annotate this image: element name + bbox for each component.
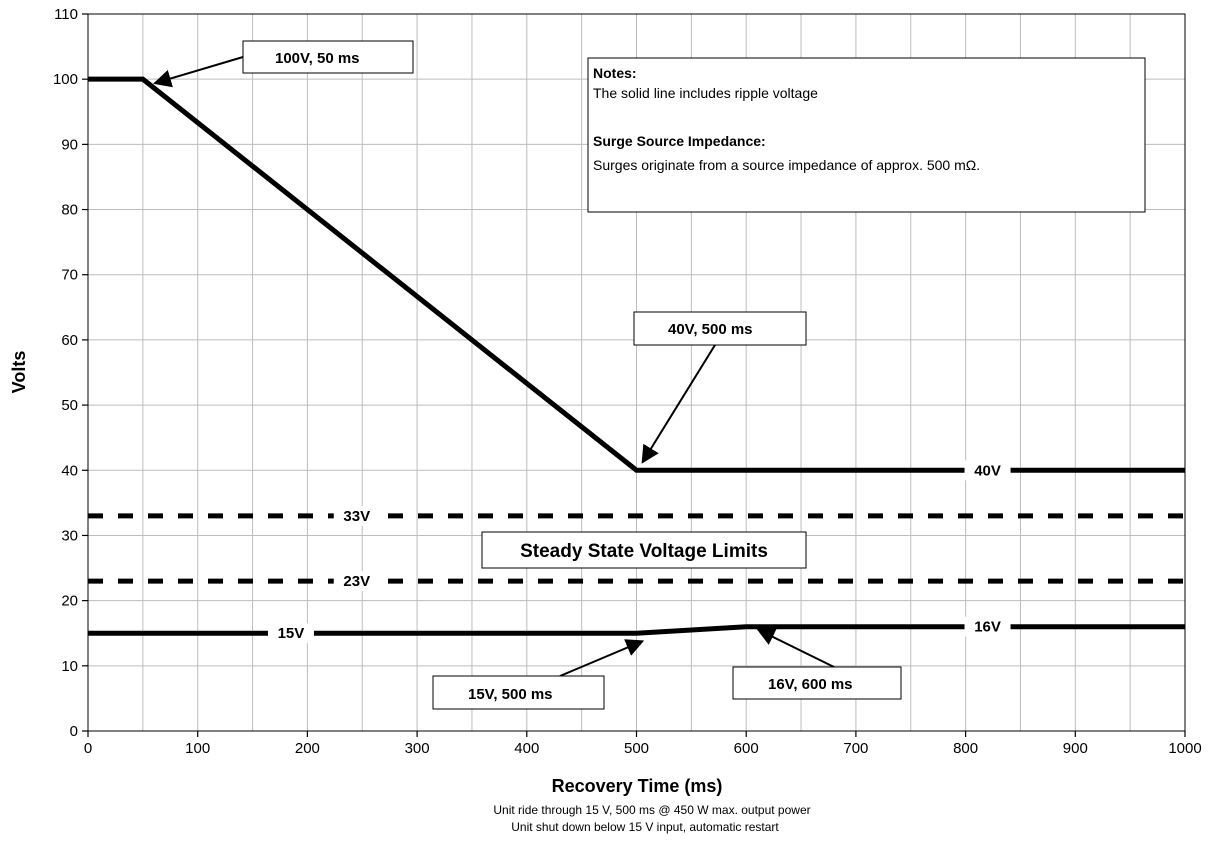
y-tick-label: 60 bbox=[61, 332, 78, 349]
x-tick-label: 400 bbox=[514, 740, 539, 757]
footnote-shutdown: Unit shut down below 15 V input, automat… bbox=[511, 820, 779, 834]
notes-heading-impedance: Surge Source Impedance: bbox=[593, 133, 766, 149]
x-tick-label: 900 bbox=[1063, 740, 1088, 757]
inline-label-bg bbox=[964, 460, 1011, 481]
y-axis-label: Volts bbox=[9, 351, 29, 394]
inline-labels: 40V 15V 16V 33V 23V bbox=[267, 460, 1011, 644]
y-tick-label: 70 bbox=[61, 267, 78, 284]
y-tick-label: 50 bbox=[61, 397, 78, 414]
y-tick-label: 10 bbox=[61, 658, 78, 675]
inline-label: 40V bbox=[974, 462, 1001, 479]
x-tick-label: 0 bbox=[84, 740, 92, 757]
y-tick-label: 0 bbox=[70, 723, 78, 740]
x-tick-label: 300 bbox=[405, 740, 430, 757]
callout-arrow bbox=[153, 56, 244, 88]
callout-label: 16V, 600 ms bbox=[768, 676, 853, 693]
inline-label-bg bbox=[333, 505, 380, 526]
axes bbox=[82, 13, 1186, 737]
series-lines bbox=[88, 76, 1185, 636]
callouts: 100V, 50 ms 40V, 500 ms 15V, 500 ms 16V, 60… bbox=[153, 40, 902, 710]
y-tick-label: 80 bbox=[61, 202, 78, 219]
inline-label: 23V bbox=[343, 573, 370, 590]
notes-line-impedance: Surges originate from a source impedance… bbox=[593, 157, 980, 173]
x-tick-labels: 0 100 200 300 400 500 600 700 800 900 1000 bbox=[84, 740, 1202, 757]
callout-arrow bbox=[559, 639, 645, 677]
callout-box bbox=[242, 40, 414, 74]
callout-label: 100V, 50 ms bbox=[275, 50, 360, 67]
x-tick-label: 1000 bbox=[1168, 740, 1201, 757]
y-tick-label: 30 bbox=[61, 527, 78, 544]
inline-label: 15V bbox=[278, 625, 305, 642]
band-label-box bbox=[481, 531, 807, 569]
y-tick-label: 100 bbox=[53, 71, 78, 88]
y-tick-label: 90 bbox=[61, 136, 78, 153]
callout-box bbox=[432, 675, 605, 710]
y-tick-labels: 0 10 20 30 40 50 60 70 80 90 100 110 bbox=[53, 6, 78, 740]
notes-frame bbox=[587, 57, 1146, 213]
band-label-group: Steady State Voltage Limits bbox=[481, 531, 807, 569]
inline-label: 33V bbox=[343, 508, 370, 525]
y-tick-label: 40 bbox=[61, 462, 78, 479]
inline-label: 16V bbox=[974, 619, 1001, 636]
callout-box bbox=[633, 311, 807, 346]
x-tick-label: 100 bbox=[185, 740, 210, 757]
y-tick-label: 20 bbox=[61, 593, 78, 610]
x-axis-label: Recovery Time (ms) bbox=[552, 776, 723, 796]
callout-arrow bbox=[641, 344, 716, 464]
x-tick-label: 700 bbox=[843, 740, 868, 757]
inline-label-bg bbox=[964, 616, 1011, 637]
x-tick-label: 500 bbox=[624, 740, 649, 757]
notes-line-ripple: The solid line includes ripple voltage bbox=[593, 85, 818, 101]
callout-box bbox=[732, 666, 902, 700]
inline-label-bg bbox=[267, 623, 314, 644]
notes-heading: Notes: bbox=[593, 65, 637, 81]
footnote-ride-through: Unit ride through 15 V, 500 ms @ 450 W m… bbox=[493, 803, 810, 817]
callout-arrow bbox=[756, 628, 835, 668]
x-tick-label: 200 bbox=[295, 740, 320, 757]
y-tick-label: 110 bbox=[54, 6, 78, 23]
callout-label: 40V, 500 ms bbox=[668, 321, 753, 338]
notes-box: Notes: The solid line includes ripple vo… bbox=[587, 57, 1146, 213]
inline-label-bg bbox=[333, 571, 380, 592]
x-tick-label: 800 bbox=[953, 740, 978, 757]
callout-label: 15V, 500 ms bbox=[468, 686, 553, 703]
band-label: Steady State Voltage Limits bbox=[520, 541, 768, 562]
series-line-1 bbox=[88, 76, 1185, 473]
x-tick-label: 600 bbox=[734, 740, 759, 757]
